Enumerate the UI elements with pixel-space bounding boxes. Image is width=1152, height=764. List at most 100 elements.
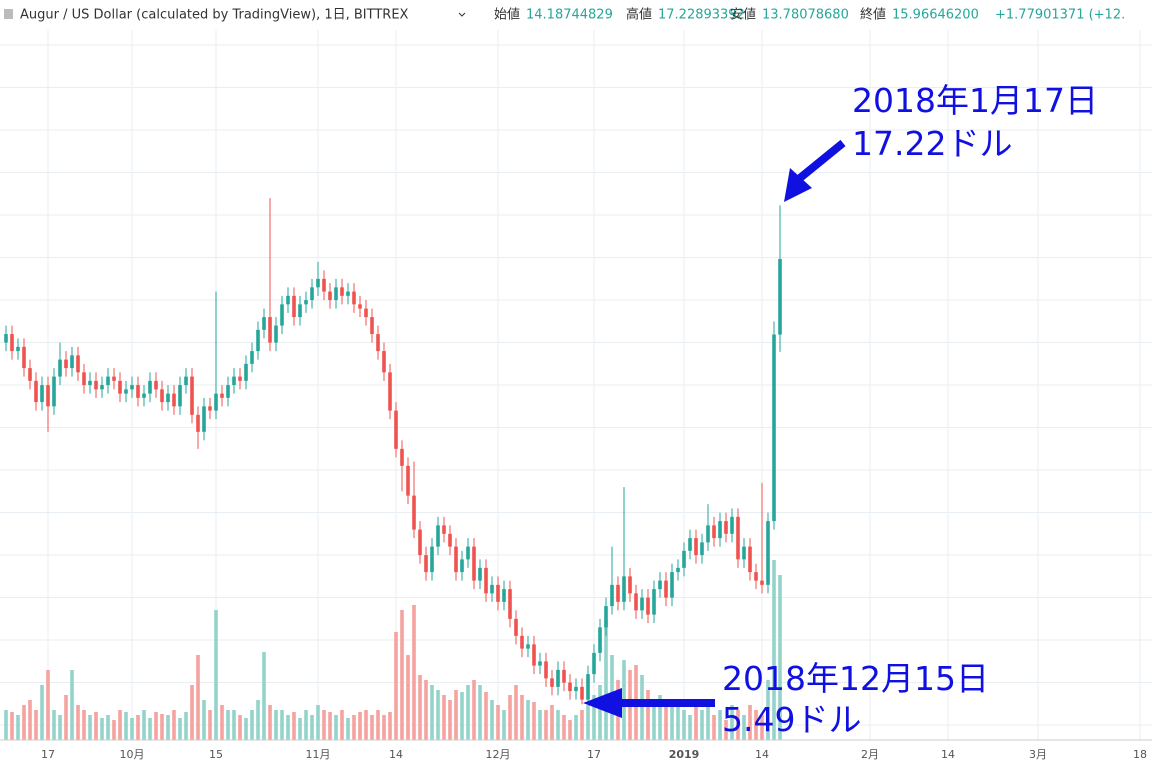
candle-body — [226, 385, 230, 398]
candle-body — [316, 278, 320, 288]
volume-bar — [586, 705, 590, 740]
volume-bar — [142, 710, 146, 740]
volume-bar — [430, 685, 434, 740]
volume-bar — [178, 718, 182, 740]
candle-body — [568, 682, 572, 692]
candle-body — [718, 521, 722, 539]
candle-body — [274, 325, 278, 343]
volume-bar — [16, 715, 20, 740]
candle-body — [70, 355, 74, 369]
candle-body — [730, 516, 734, 534]
volume-bar — [172, 710, 176, 740]
volume-bar — [484, 692, 488, 740]
volume-bar — [520, 695, 524, 740]
candle-body — [544, 661, 548, 679]
candle-body — [664, 580, 668, 598]
candle-body — [466, 546, 470, 560]
x-tick-label: 2月 — [861, 748, 879, 761]
candle-body — [646, 597, 650, 615]
volume-bar — [334, 715, 338, 740]
candle-body — [712, 525, 716, 539]
volume-bar — [4, 710, 8, 740]
high-value: 17.22893392 — [658, 8, 745, 23]
volume-bar — [754, 710, 758, 740]
volume-bar — [82, 710, 86, 740]
candle-body — [46, 385, 50, 407]
volume-bar — [502, 710, 506, 740]
candle-body — [592, 652, 596, 675]
volume-bar — [676, 700, 680, 740]
candle-body — [442, 525, 446, 534]
volume-bar — [472, 680, 476, 740]
volume-bar — [280, 710, 284, 740]
volume-bar — [532, 702, 536, 740]
volume-bar — [562, 715, 566, 740]
candle-body — [526, 644, 530, 649]
open-label: 始値 — [494, 7, 520, 23]
candle-body — [292, 295, 296, 318]
volume-bar — [112, 720, 116, 740]
volume-bar — [604, 620, 608, 740]
candle-body — [406, 465, 410, 496]
annotation: 2018年12月15日 — [722, 659, 989, 698]
candle-body — [766, 521, 770, 585]
volume-bar — [538, 710, 542, 740]
volume-bar — [106, 715, 110, 740]
candle-body — [322, 278, 326, 292]
candle-body — [562, 669, 566, 683]
volume-bar — [298, 718, 302, 740]
candle-body — [4, 334, 8, 343]
volume-bar — [652, 700, 656, 740]
x-tick-label: 18 — [1133, 748, 1147, 761]
candle-body — [124, 389, 128, 394]
volume-bar — [322, 710, 326, 740]
candle-body — [208, 406, 212, 411]
x-tick-label: 14 — [389, 748, 403, 761]
annotation: 5.49ドル — [722, 700, 861, 739]
candle-body — [40, 385, 44, 403]
candle-body — [16, 346, 20, 352]
volume-bar — [124, 712, 128, 740]
volume-bar — [232, 710, 236, 740]
candle-body — [604, 606, 608, 628]
candle-body — [256, 329, 260, 352]
candle-body — [130, 385, 134, 390]
symbol: Augur / US Dollar (calculated by Trading… — [20, 8, 409, 23]
candle-body — [640, 597, 644, 611]
candle-body — [400, 448, 404, 466]
volume-bar — [772, 560, 776, 740]
candle-body — [736, 516, 740, 560]
candle-body — [514, 618, 518, 636]
volume-bar — [100, 718, 104, 740]
volume-bar — [574, 715, 578, 740]
volume-bar — [718, 710, 722, 740]
x-tick-label: 3月 — [1029, 748, 1047, 761]
candle-body — [106, 376, 110, 386]
volume-bar — [688, 715, 692, 740]
candle-body — [634, 593, 638, 611]
volume-bar — [310, 715, 314, 740]
candle-body — [238, 376, 242, 381]
candle-body — [214, 393, 218, 411]
volume-bar — [712, 715, 716, 740]
volume-bar — [760, 715, 764, 740]
volume-bar — [256, 700, 260, 740]
volume-bar — [778, 575, 782, 740]
volume-bar — [196, 655, 200, 740]
low-value: 13.78078680 — [762, 8, 849, 23]
annotation: 17.22ドル — [852, 124, 1012, 163]
volume-bar — [58, 715, 62, 740]
volume-bar — [160, 714, 164, 740]
candle-body — [280, 304, 284, 326]
candle-body — [352, 291, 356, 305]
candle-body — [448, 533, 452, 547]
volume-bar — [496, 705, 500, 740]
volume-bar — [382, 715, 386, 740]
open-value: 14.18744829 — [526, 8, 613, 23]
volume-bar — [400, 610, 404, 740]
symbol-chevron[interactable] — [458, 12, 466, 17]
candle-body — [76, 355, 80, 373]
volume-bar — [742, 715, 746, 740]
candle-body — [166, 393, 170, 403]
